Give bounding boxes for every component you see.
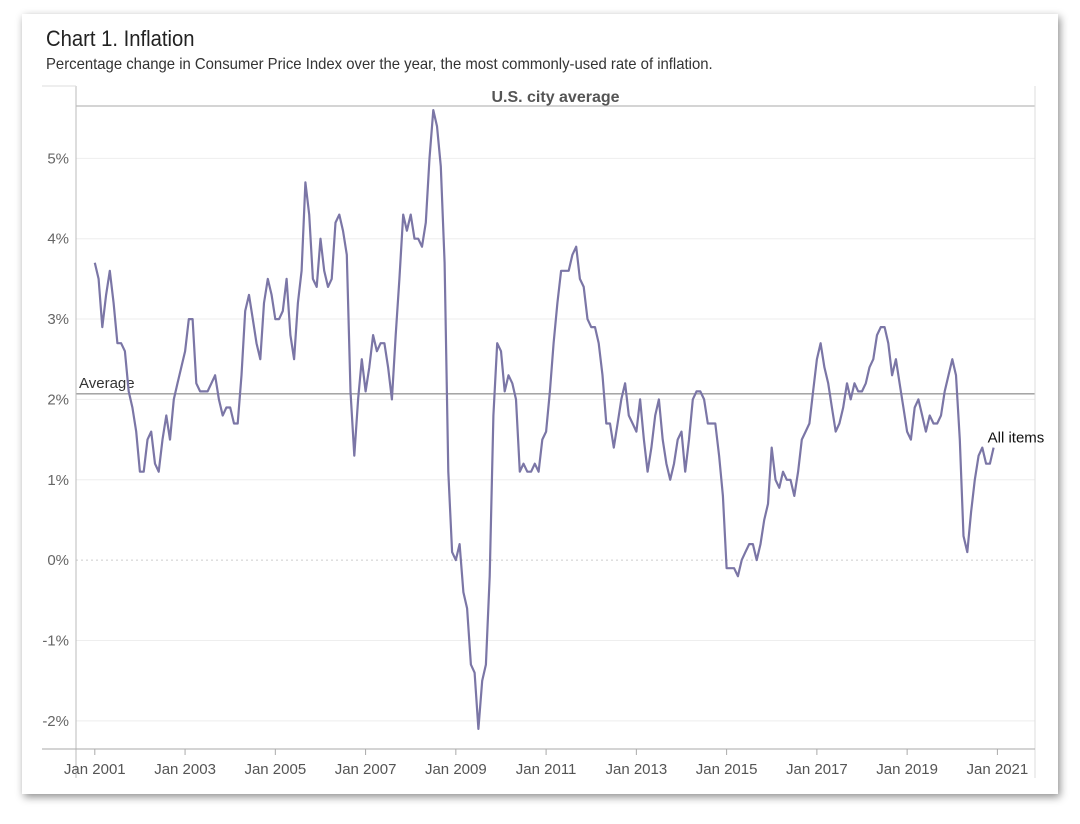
x-tick-label: Jan 2011	[516, 761, 577, 778]
x-axis-ticks: Jan 2001 Jan 2003 Jan 2005 Jan 2007 Jan 2009…	[64, 749, 1028, 778]
y-tick-label: 0%	[47, 552, 69, 569]
y-tick-label: -1%	[42, 633, 69, 650]
y-tick-label: 4%	[47, 231, 69, 248]
x-tick-label: Jan 2019	[876, 761, 938, 778]
line-chart: U.S. city average Average 5% 4% 3% 2% 1% 0% -1…	[42, 85, 1045, 778]
x-tick-label: Jan 2017	[786, 761, 848, 778]
y-tick-label: 3%	[47, 311, 69, 328]
x-tick-label: Jan 2013	[605, 761, 667, 778]
x-tick-label: Jan 2001	[64, 761, 126, 778]
x-tick-label: Jan 2003	[154, 761, 216, 778]
x-tick-label: Jan 2007	[335, 761, 397, 778]
chart-card: Chart 1. Inflation Percentage change in …	[22, 14, 1058, 794]
gridlines	[76, 157, 1035, 722]
x-tick-label: Jan 2005	[244, 761, 306, 778]
y-tick-label: 1%	[47, 472, 69, 489]
y-tick-label: 2%	[47, 391, 69, 408]
chart-subtitle: Percentage change in Consumer Price Inde…	[46, 56, 713, 73]
y-axis-ticks: 5% 4% 3% 2% 1% 0% -1% -2%	[42, 150, 69, 730]
average-label: Average	[79, 375, 135, 392]
x-tick-label: Jan 2021	[967, 761, 1029, 778]
series-label-all-items: All items	[988, 430, 1045, 447]
plot-frame	[42, 85, 1036, 778]
y-tick-label: -2%	[42, 713, 69, 730]
chart-title: Chart 1. Inflation	[46, 26, 195, 51]
series-line-all-items	[93, 109, 995, 730]
x-tick-label: Jan 2015	[696, 761, 758, 778]
y-tick-label: 5%	[47, 150, 69, 167]
x-tick-label: Jan 2009	[425, 761, 487, 778]
panel-title: U.S. city average	[491, 89, 619, 106]
